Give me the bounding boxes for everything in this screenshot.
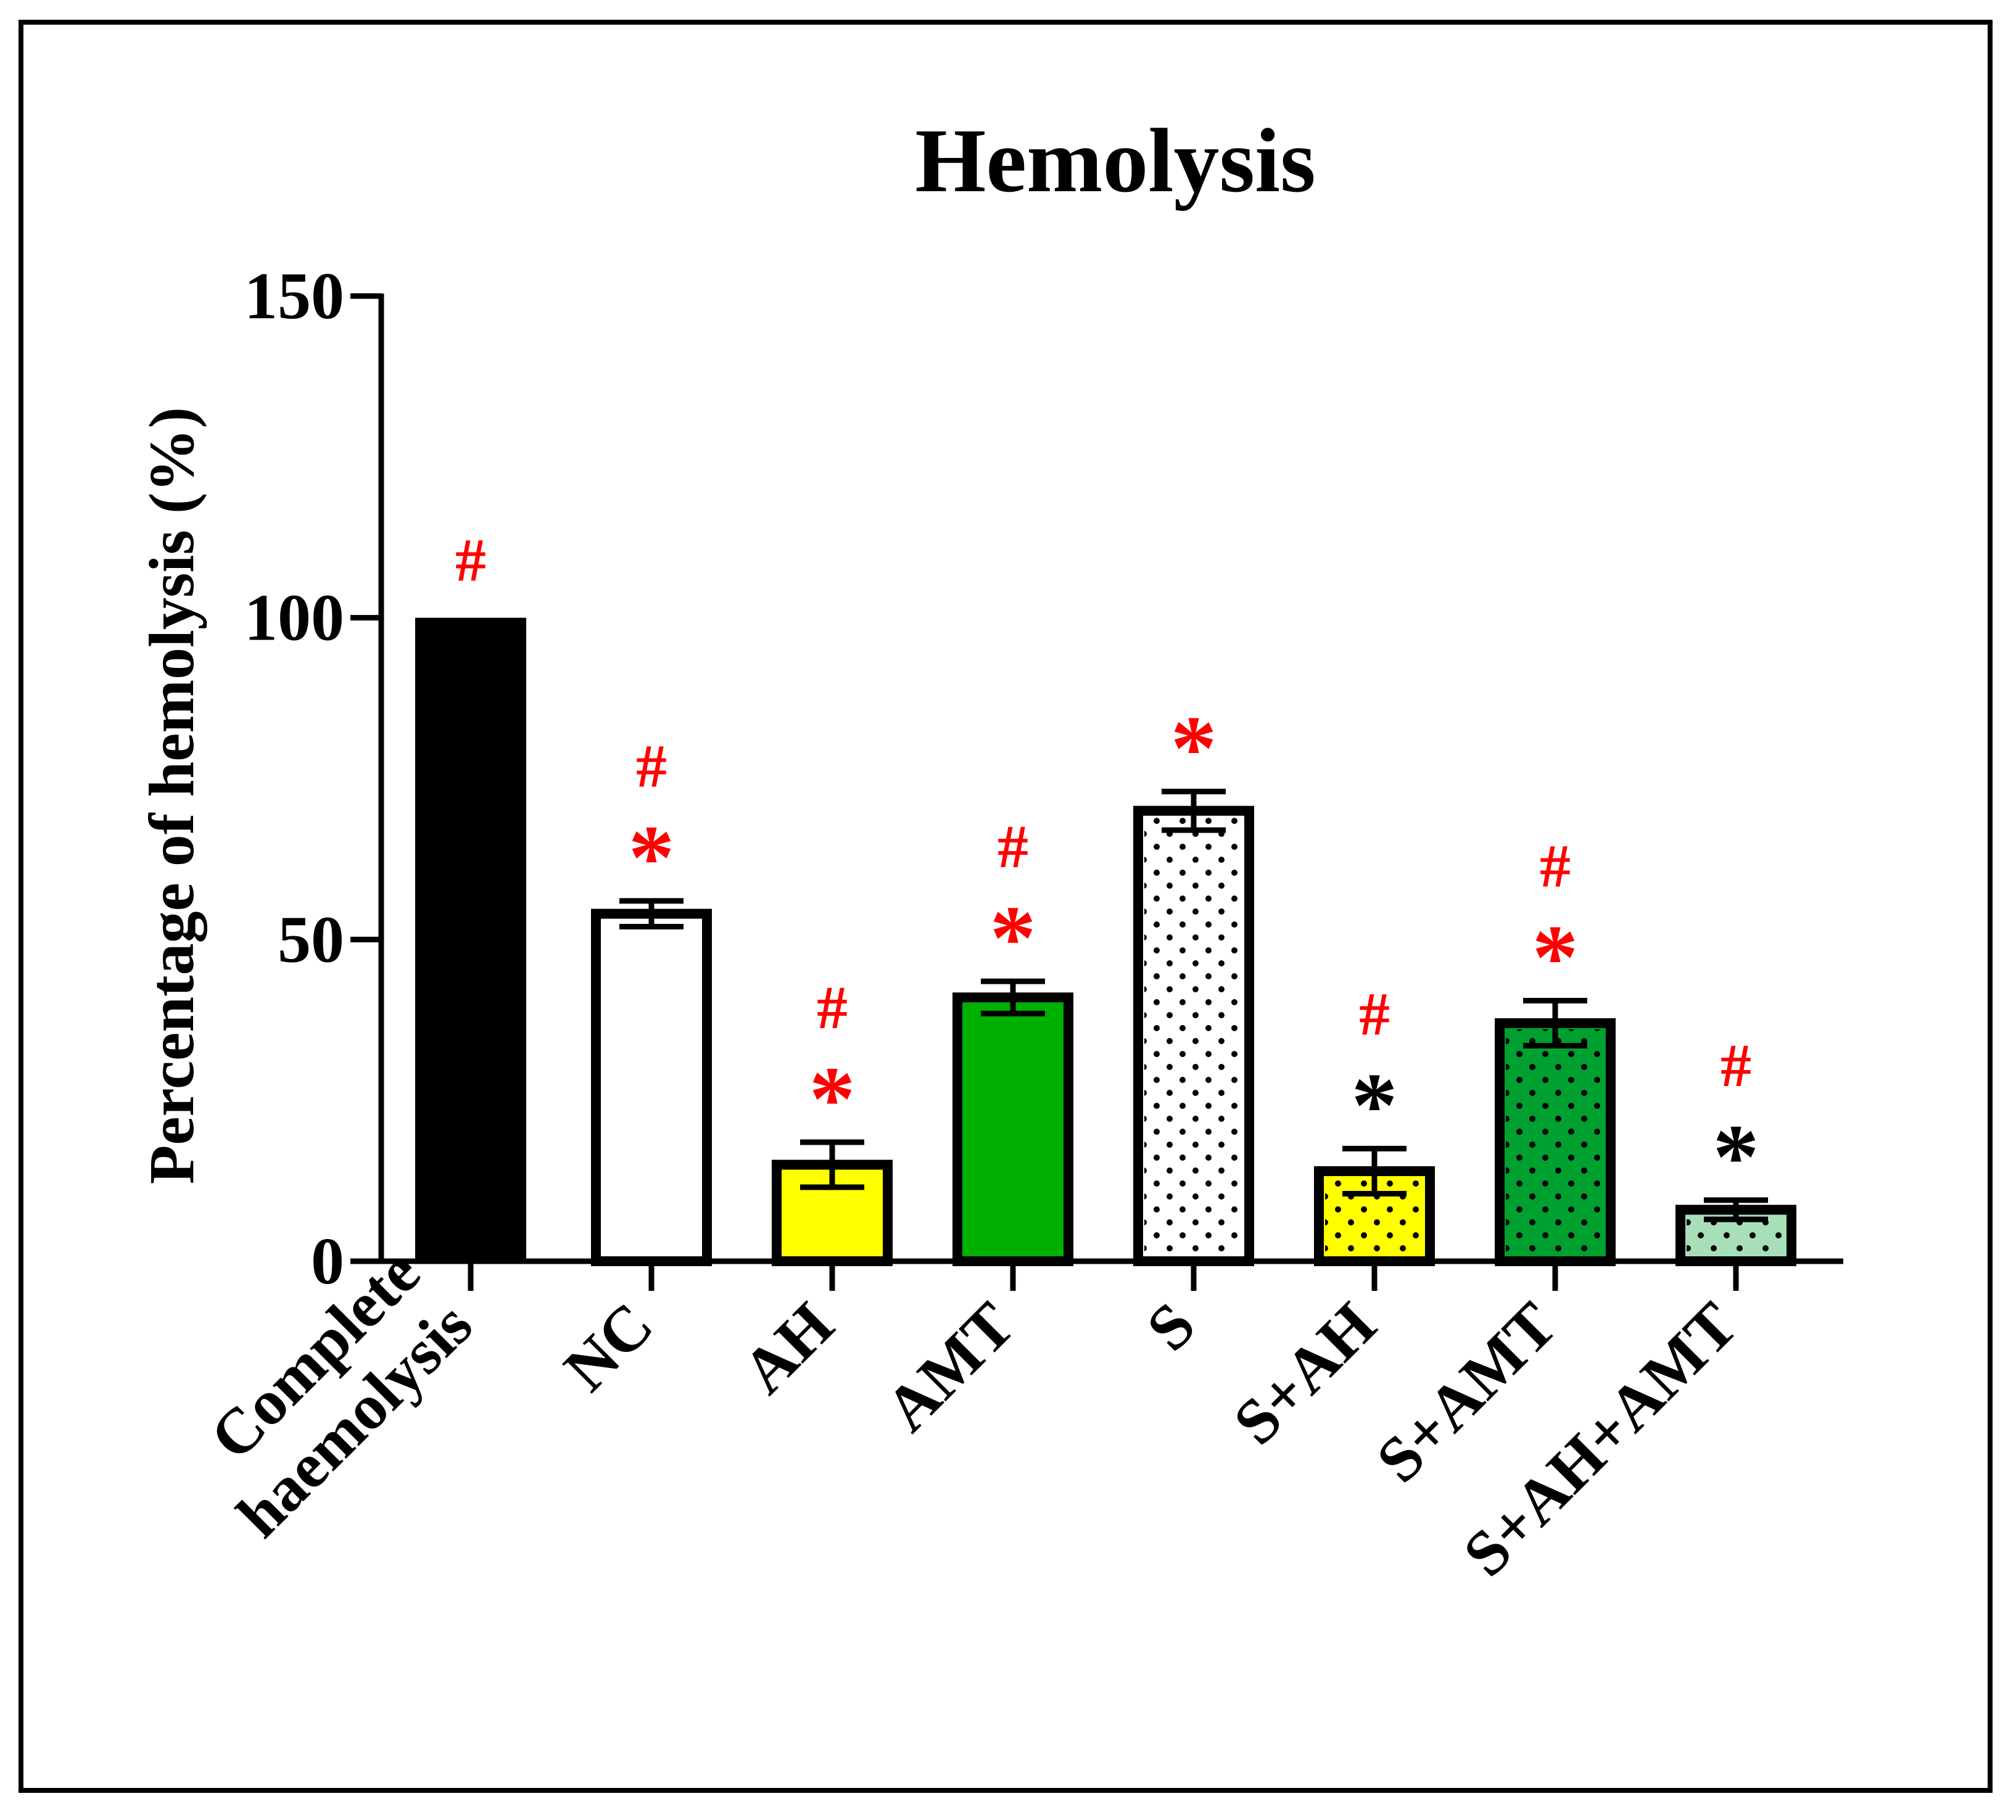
bar xyxy=(952,992,1073,1266)
significance-hash: # xyxy=(817,973,848,1042)
significance-hash: # xyxy=(455,526,486,595)
significance-hash: # xyxy=(1359,979,1390,1048)
bar-dot-pattern xyxy=(1506,1029,1605,1261)
significance-star: * xyxy=(629,807,675,909)
x-tick-label-line: AH xyxy=(729,1289,848,1407)
significance-star: * xyxy=(1713,1106,1759,1208)
hemolysis-chart: Hemolysis Percentage of hemolysis (%) 0 5… xyxy=(136,110,1843,1590)
x-tick-label-line: NC xyxy=(551,1289,667,1405)
x-tick-label-line: S xyxy=(1133,1289,1208,1364)
significance-star: * xyxy=(1532,906,1579,1008)
significance-star: * xyxy=(990,887,1036,989)
y-tick-label: 150 xyxy=(244,260,344,333)
x-tick-label: S xyxy=(1133,1289,1208,1364)
plot-area: 050100150#Completehaemolysis*#NC*#AH*#AM… xyxy=(197,260,1843,1590)
bar xyxy=(415,617,526,1261)
x-tick-label: NC xyxy=(551,1289,667,1405)
x-tick-label: AMT xyxy=(872,1289,1028,1445)
significance-star: * xyxy=(1171,697,1217,799)
x-tick-label-line: AMT xyxy=(872,1289,1028,1445)
bar-dot-pattern xyxy=(1687,1216,1785,1261)
bar-dot-pattern xyxy=(1144,817,1243,1261)
x-tick-label: S+AH xyxy=(1220,1289,1389,1458)
y-tick-label: 100 xyxy=(244,582,344,655)
y-tick-label: 50 xyxy=(278,903,344,976)
bar xyxy=(591,908,712,1266)
significance-hash: # xyxy=(1721,1031,1751,1100)
x-tick-label: AH xyxy=(729,1289,848,1407)
significance-hash: # xyxy=(998,812,1028,881)
y-tick-label: 0 xyxy=(311,1225,344,1298)
chart-title: Hemolysis xyxy=(915,110,1316,212)
x-tick-label-line: S+AH xyxy=(1220,1289,1389,1458)
figure-frame: Hemolysis Percentage of hemolysis (%) 0 5… xyxy=(19,20,1993,1793)
significance-star: * xyxy=(1352,1054,1398,1156)
significance-hash: # xyxy=(636,732,667,801)
y-axis-label: Percentage of hemolysis (%) xyxy=(136,407,207,1184)
significance-star: * xyxy=(809,1048,856,1150)
significance-hash: # xyxy=(1540,831,1571,900)
